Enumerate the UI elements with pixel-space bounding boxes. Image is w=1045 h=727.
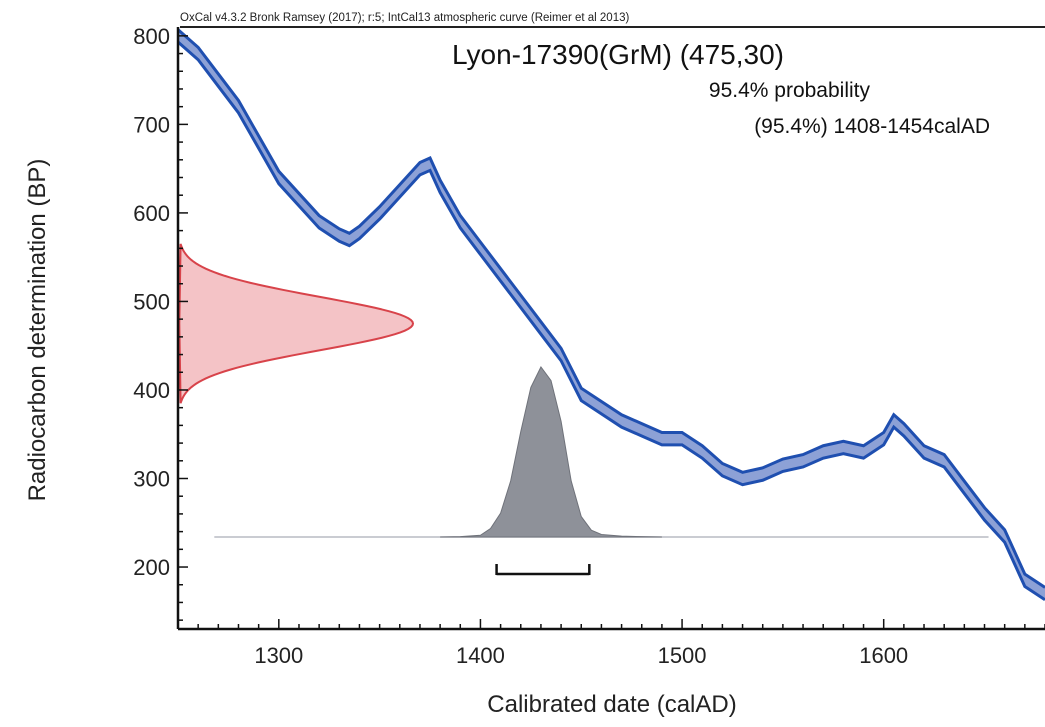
y-axis-title: Radiocarbon determination (BP) (24, 159, 51, 502)
plot-area (178, 28, 1045, 602)
x-tick-label: 1400 (456, 643, 505, 668)
y-tick-label: 500 (133, 289, 170, 314)
x-tick-label: 1300 (254, 643, 303, 668)
x-tick-label: 1600 (859, 643, 908, 668)
radiocarbon-distribution (178, 243, 415, 404)
y-tick-label: 600 (133, 201, 170, 226)
y-tick-label: 200 (133, 555, 170, 580)
y-tick-label: 800 (133, 24, 170, 49)
x-tick-label: 1500 (658, 643, 707, 668)
y-tick-label: 400 (133, 378, 170, 403)
chart-header-text: OxCal v4.3.2 Bronk Ramsey (2017); r:5; I… (180, 12, 629, 24)
chart-title: Lyon-17390(GrM) (475,30) (452, 39, 784, 70)
plot-content (178, 28, 1045, 602)
y-tick-label: 300 (133, 467, 170, 492)
calibration-lower-line (178, 40, 1045, 602)
calibration-upper-line (178, 28, 1045, 589)
x-axis-title: Calibrated date (calAD) (487, 691, 736, 718)
range-bar (495, 564, 591, 576)
range-label: (95.4%) 1408-1454calAD (754, 115, 990, 138)
probability-label: 95.4% probability (709, 79, 871, 102)
axis-ticks: 200 300 400 500 600 700 800 1300 1400 1500 1600 (133, 24, 1045, 668)
posterior-distribution (440, 366, 662, 538)
y-tick-label: 700 (133, 112, 170, 137)
